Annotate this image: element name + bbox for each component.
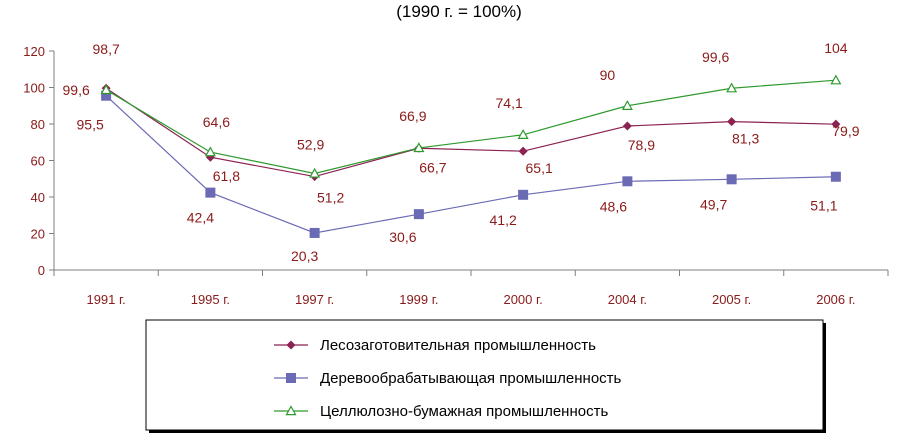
legend-label: Деревообрабатывающая промышленность (320, 370, 622, 387)
data-point (830, 74, 842, 85)
chart-series (100, 74, 842, 238)
data-point (727, 117, 737, 127)
x-tick-label: 2000 г. (503, 292, 542, 307)
chart-subtitle: (1990 г. = 100%) (396, 2, 522, 21)
data-label: 66,9 (399, 108, 426, 124)
data-label: 65,1 (526, 160, 553, 176)
data-point (518, 189, 529, 200)
data-point (100, 84, 112, 95)
x-tick-label: 2005 г. (712, 292, 751, 307)
series-1 (101, 83, 841, 182)
data-label: 51,1 (810, 198, 837, 214)
y-tick-label: 40 (31, 190, 45, 205)
data-label: 49,7 (700, 196, 727, 212)
data-point (622, 176, 633, 187)
data-label: 99,6 (702, 49, 729, 65)
data-label: 66,7 (419, 159, 446, 175)
x-tick-label: 1991 г. (86, 292, 125, 307)
legend-marker (286, 340, 296, 350)
data-point (726, 174, 737, 185)
x-tick-label: 1997 г. (295, 292, 334, 307)
series-line (105, 79, 836, 175)
x-tick-label: 2004 г. (608, 292, 647, 307)
series-3 (100, 74, 842, 178)
data-point (726, 82, 738, 93)
data-point (621, 100, 633, 110)
data-point (830, 171, 841, 182)
y-tick-label: 60 (31, 154, 45, 169)
x-tick-label: 1999 г. (399, 292, 438, 307)
data-point (204, 146, 216, 157)
data-labels: 99,6 61,8 51,2 66,7 65,1 78,9 81,3 79,9 95,5 42,4… (63, 40, 860, 264)
data-point (517, 129, 529, 139)
data-label: 81,3 (732, 131, 759, 147)
data-point (309, 227, 320, 238)
data-label: 20,3 (291, 248, 318, 264)
data-point (831, 119, 841, 129)
legend-entry: Деревообрабатывающая промышленность (274, 370, 622, 387)
data-point (413, 142, 425, 153)
legend-entry: Лесозаготовительная промышленность (274, 337, 596, 354)
legend-marker (285, 405, 297, 416)
data-label: 98,7 (93, 41, 120, 57)
y-tick-label: 20 (31, 227, 45, 242)
data-label: 42,4 (187, 210, 214, 226)
data-label: 78,9 (628, 137, 655, 153)
series-line (105, 95, 836, 234)
data-point (413, 209, 424, 220)
y-tick-label: 0 (38, 263, 45, 278)
data-point (205, 187, 216, 198)
y-tick-label: 100 (23, 81, 45, 96)
data-point (309, 167, 321, 178)
data-point (622, 121, 632, 131)
legend-label: Целлюлозно-бумажная промышленность (320, 403, 608, 420)
legend-box (145, 319, 824, 431)
data-label: 90 (600, 67, 616, 83)
x-tick-label: 2006 г. (816, 292, 855, 307)
data-label: 74,1 (496, 95, 523, 111)
series-2 (101, 90, 841, 238)
data-point (518, 146, 528, 156)
data-label: 95,5 (77, 117, 104, 133)
data-label: 61,8 (213, 168, 240, 184)
y-tick-label: 80 (31, 117, 45, 132)
data-label: 30,6 (389, 229, 416, 245)
chart-legend: Лесозаготовительная промышленность Дерево… (145, 319, 826, 433)
x-tick-label: 1995 г. (191, 292, 230, 307)
data-label: 79,9 (832, 123, 859, 139)
chart-axes: 0 20 40 60 80 100 120 1991 г. 1995 г. 1997 г. 1999… (23, 44, 889, 307)
data-label: 51,2 (317, 190, 344, 206)
data-label: 41,2 (490, 212, 517, 228)
legend-entry: Целлюлозно-бумажная промышленность (274, 403, 608, 420)
legend-marker (286, 373, 296, 383)
data-label: 99,6 (63, 82, 90, 98)
data-label: 104 (824, 40, 848, 56)
data-label: 48,6 (600, 198, 627, 214)
y-tick-label: 120 (23, 44, 45, 59)
data-label: 64,6 (203, 114, 230, 130)
series-line (105, 87, 836, 178)
legend-label: Лесозаготовительная промышленность (320, 337, 596, 354)
data-label: 52,9 (297, 136, 324, 152)
